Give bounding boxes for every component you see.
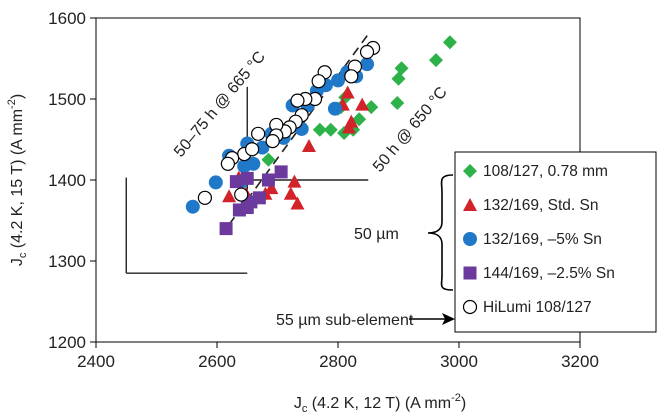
- legend-label: 132/169, Std. Sn: [483, 197, 598, 214]
- brace-symbol: [427, 174, 454, 291]
- series-4-points: [219, 165, 288, 236]
- data-point: [244, 142, 260, 157]
- legend-marker: [463, 232, 477, 246]
- data-point: [219, 222, 233, 236]
- data-point: [341, 120, 356, 134]
- data-point: [261, 173, 275, 187]
- data-point: [344, 69, 359, 84]
- series-5-points: [197, 40, 381, 205]
- data-point: [240, 171, 254, 185]
- data-point: [234, 187, 249, 202]
- data-point: [352, 112, 367, 127]
- legend-marker: [462, 299, 478, 315]
- series-2-points: [222, 85, 370, 210]
- data-point: [246, 156, 261, 171]
- data-point: [261, 152, 276, 167]
- x-axis-title: Jc (4.2 K, 12 T) (A mm-2): [294, 392, 466, 413]
- x-tick-label: 2800: [319, 352, 357, 371]
- data-point: [290, 196, 305, 210]
- y-tick-label: 1400: [48, 171, 86, 190]
- y-tick-label: 1200: [48, 333, 86, 352]
- data-point: [390, 96, 405, 111]
- legend-label: HiLumi 108/127: [483, 299, 592, 316]
- data-point: [264, 181, 279, 195]
- data-point: [220, 156, 235, 171]
- data-point: [283, 186, 298, 200]
- arrow-head: [442, 313, 455, 325]
- y-axis-title: Jc (4.2 K, 15 T) (A mm-2): [6, 94, 29, 266]
- data-point: [360, 57, 375, 72]
- axis-ticks: 2400 2600 2800 3000 3200 1200 1300 1400 1500 1600: [48, 9, 599, 371]
- annotation-650C: 50 h @ 650 °C: [370, 84, 451, 176]
- x-tick-label: 3000: [440, 352, 478, 371]
- legend-marker: [463, 266, 477, 280]
- data-point: [252, 191, 266, 205]
- arrow-label: 55 µm sub-element: [276, 312, 414, 329]
- y-tick-label: 1300: [48, 252, 86, 271]
- legend-label: 132/169, –5% Sn: [483, 231, 602, 248]
- data-point: [311, 74, 326, 89]
- legend-marker: [463, 198, 477, 211]
- brace-label: 50 µm: [354, 226, 399, 243]
- data-point: [287, 174, 302, 188]
- data-point: [222, 189, 237, 203]
- data-point: [429, 53, 444, 68]
- data-point: [340, 85, 355, 99]
- data-point: [442, 35, 457, 50]
- x-tick-label: 2600: [198, 352, 236, 371]
- data-point: [197, 190, 212, 205]
- x-tick-label: 3200: [561, 352, 599, 371]
- data-point: [391, 71, 406, 86]
- data-point: [290, 93, 305, 108]
- data-point: [229, 175, 243, 189]
- y-tick-label: 1500: [48, 90, 86, 109]
- legend-marker: [463, 164, 477, 178]
- data-point: [208, 175, 223, 190]
- data-point: [331, 73, 345, 88]
- data-point: [265, 134, 280, 149]
- y-tick-label: 1600: [48, 9, 86, 28]
- x-tick-label: 2400: [77, 352, 115, 371]
- data-point: [394, 61, 409, 76]
- data-point: [185, 199, 200, 214]
- data-points: [185, 35, 457, 236]
- legend: 108/127, 0.78 mm 132/169, Std. Sn 132/169,…: [454, 151, 657, 333]
- legend-frame: [454, 151, 657, 333]
- data-point: [323, 122, 338, 137]
- legend-label: 144/169, –2.5% Sn: [483, 265, 615, 282]
- data-point: [327, 101, 342, 116]
- data-point: [301, 138, 316, 152]
- data-point: [251, 126, 266, 141]
- data-point: [274, 165, 288, 179]
- data-point: [312, 122, 327, 137]
- data-point: [355, 97, 370, 111]
- data-point: [359, 44, 375, 60]
- legend-label: 108/127, 0.78 mm: [483, 163, 608, 180]
